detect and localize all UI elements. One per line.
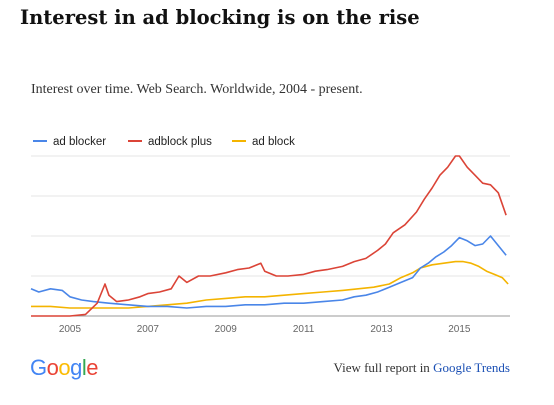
google-trends-link[interactable]: Google Trends [433,360,510,375]
series-line-ad-blocker [30,235,507,309]
chart-grid [31,155,510,317]
footer-prefix: View full report in [333,360,434,375]
chart-legend: ad blocker adblock plus ad block [33,136,295,148]
x-tick-label: 2007 [137,324,160,335]
logo-letter: g [70,355,82,380]
x-tick-label: 2009 [215,324,238,335]
x-axis-ticks: 2005 2007 2009 2011 2013 2015 [59,324,471,335]
footer-text: View full report in Google Trends [333,360,510,376]
logo-letter: o [58,355,71,380]
trend-chart: ad blocker adblock plus ad block 2005 2007 2… [30,136,510,335]
legend-label: ad block [252,136,295,148]
logo-letter: l [81,355,87,380]
logo-letter: o [46,355,59,380]
legend-label: ad blocker [53,136,106,148]
legend-label: adblock plus [148,136,212,148]
x-tick-label: 2005 [59,324,82,335]
series-line-ad-block [31,260,509,309]
x-tick-label: 2013 [370,324,393,335]
series-line-adblock-plus [31,155,507,317]
chart-subtitle: Interest over time. Web Search. Worldwid… [31,82,363,97]
google-logo: Google [30,355,99,381]
headline: Interest in ad blocking is on the rise [20,6,420,29]
logo-letter: e [86,355,99,380]
logo-letter: G [30,355,47,380]
chart-lines [30,155,509,317]
x-tick-label: 2011 [293,324,315,335]
x-tick-label: 2015 [448,324,471,335]
